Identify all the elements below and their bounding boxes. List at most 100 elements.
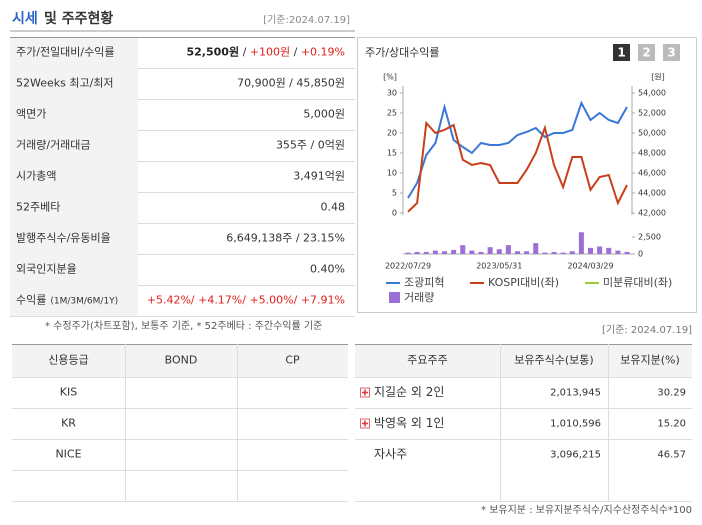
period-button-label: 1: [617, 46, 625, 60]
row-value: 3,491억원: [293, 170, 345, 183]
label-cell: [10, 285, 138, 316]
volume-bar: [515, 251, 520, 254]
label-cell: [10, 192, 138, 223]
volume-bar: [460, 245, 466, 254]
y2-tick-label: 44,000: [638, 189, 666, 198]
v-tick-label: 0: [638, 250, 643, 259]
y-tick-label: 25: [387, 109, 397, 118]
volume-bar: [405, 252, 411, 254]
row-label: 거래량/거래대금: [16, 139, 91, 152]
volume-bar: [423, 251, 429, 254]
row-label: 시가총액: [16, 170, 56, 183]
volume-bar: [524, 251, 530, 254]
expand-plus: [362, 420, 368, 427]
label-text: 52Weeks 최고/최저: [16, 77, 114, 90]
volume-bar: [505, 245, 511, 254]
holders-header-bg: [355, 344, 692, 377]
y-tick-label: 20: [387, 129, 397, 138]
y2-tick-label: 46,000: [638, 169, 666, 178]
volume-bar: [560, 252, 566, 254]
volume-bar: [451, 249, 457, 254]
label-cell: [10, 37, 138, 68]
row-value: 70,900원 / 45,850원: [237, 77, 345, 90]
row-label: 52Weeks 최고/최저: [16, 77, 114, 90]
volume-bar: [487, 247, 493, 254]
label-cell: [10, 99, 138, 130]
holder-name: 박영옥 외 1인: [374, 416, 444, 430]
credit-header-bg: [12, 344, 348, 377]
y2-tick-label: 50,000: [638, 129, 666, 138]
chart-title: 주가/상대수익률: [365, 46, 440, 59]
y-tick-label: 0: [392, 209, 397, 218]
chart-box: [357, 37, 697, 313]
volume-bar: [496, 249, 502, 254]
row-value: 0.48: [321, 201, 346, 214]
v-tick-label: 2,500: [638, 233, 661, 242]
label-cell: [10, 130, 138, 161]
y2-tick-label: 54,000: [638, 89, 666, 98]
label-cell: [10, 254, 138, 285]
row-value: +5.42%/ +4.17%/ +5.00%/ +7.91%: [147, 294, 345, 307]
holders-header: 보유주식수(보통): [514, 354, 593, 367]
credit-header: CP: [285, 354, 300, 367]
row-value: 5,000원: [303, 108, 345, 121]
y-tick-label: 10: [387, 169, 397, 178]
holder-pct: 15.20: [657, 419, 686, 430]
value-part: 0.48: [321, 201, 346, 214]
period-button[interactable]: [613, 44, 630, 61]
label-text: 외국인지분율: [16, 263, 77, 276]
row-label: 액면가: [16, 108, 46, 121]
y-tick-label: 5: [392, 189, 397, 198]
row-label: 주가/전일대비/수익률: [16, 45, 115, 59]
period-button-label: 3: [667, 46, 675, 60]
label-cell: [10, 161, 138, 192]
credit-cell: KR: [61, 417, 76, 430]
label-text: 거래량/거래대금: [16, 139, 91, 152]
label-cell: [10, 223, 138, 254]
value-part: 70,900원 / 45,850원: [237, 77, 345, 90]
volume-bar: [414, 251, 420, 254]
holder-name: 지길순 외 2인: [374, 385, 444, 399]
legend-label: 거래량: [404, 291, 434, 304]
value-part: /: [239, 46, 250, 59]
volume-bar: [533, 243, 539, 254]
value-part: 6,649,138주 / 23.15%: [226, 232, 345, 245]
y2-tick-label: 52,000: [638, 109, 666, 118]
legend-swatch: [389, 292, 400, 303]
title-main: 시세: [12, 11, 38, 27]
value-part: +100원: [250, 46, 290, 59]
holders-header: 보유지분(%): [620, 354, 680, 367]
volume-bar: [597, 246, 603, 254]
volume-bar: [615, 250, 621, 254]
period-button[interactable]: [638, 44, 655, 61]
volume-bar: [578, 232, 584, 254]
row-value: 355주 / 0억원: [276, 139, 345, 152]
value-part: /: [290, 46, 301, 59]
holder-shares: 1,010,596: [550, 419, 601, 430]
volume-bar: [624, 251, 630, 254]
label-cell: [10, 68, 138, 99]
x-tick-label: 2023/05/31: [476, 262, 522, 271]
label-text: 발행주식수/유동비율: [16, 232, 111, 245]
label-text: 52주베타: [16, 201, 60, 214]
value-part: 5,000원: [303, 108, 345, 121]
label-text: 액면가: [16, 108, 46, 121]
credit-cell: KIS: [60, 386, 77, 399]
credit-cell: NICE: [55, 448, 81, 461]
y-tick-label: 30: [387, 89, 397, 98]
label-text: 주가/전일대비/수익률: [16, 45, 115, 59]
quote-note: * 수정주가(차트포함), 보통주 기준, * 52주베타 : 주간수익률 기준: [45, 320, 322, 332]
row-label: 수익률 (1M/3M/6M/1Y): [16, 294, 118, 307]
y2-tick-label: 42,000: [638, 209, 666, 218]
volume-bar: [569, 251, 575, 254]
legend-label: 조광피혁: [404, 276, 444, 289]
volume-bar: [432, 250, 438, 254]
volume-bar: [478, 251, 484, 254]
label-text: 수익률: [16, 294, 46, 307]
legend-label: KOSPI대비(좌): [488, 276, 559, 289]
period-button[interactable]: [663, 44, 680, 61]
x-tick-label: 2022/07/29: [385, 262, 431, 271]
volume-bar: [442, 251, 447, 254]
holder-pct: 46.57: [657, 450, 686, 461]
